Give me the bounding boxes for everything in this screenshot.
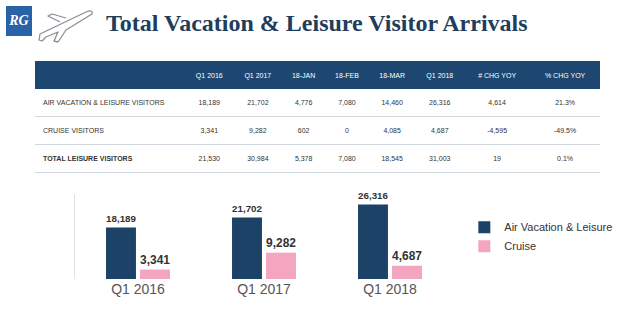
html-text:3,341: 3,341 — [200, 127, 218, 134]
svg-text:Q1 2018: Q1 2018 — [363, 281, 417, 297]
html-text:18-MAR: 18-MAR — [379, 71, 405, 79]
svg-text:3,341: 3,341 — [140, 253, 170, 267]
html-text:26,316: 26,316 — [429, 99, 451, 106]
html-text:18,189: 18,189 — [198, 99, 220, 106]
html-text:7,080: 7,080 — [338, 99, 356, 106]
html-text:21,702: 21,702 — [247, 99, 269, 106]
html-text:4,614: 4,614 — [488, 99, 506, 106]
html-text:# CHG YOY: # CHG YOY — [478, 71, 517, 79]
html-text:RG: RG — [9, 13, 29, 28]
html-text:0.1%: 0.1% — [557, 155, 574, 162]
html-text:CRUISE VISITORS: CRUISE VISITORS — [43, 127, 104, 134]
html-text:602: 602 — [297, 127, 310, 134]
html-text:0: 0 — [345, 127, 349, 134]
html-text:5,378: 5,378 — [294, 155, 313, 162]
html-text:30,984: 30,984 — [247, 155, 269, 162]
svg-text:Q1 2016: Q1 2016 — [111, 281, 165, 297]
html-text:21,530: 21,530 — [198, 155, 220, 162]
html-text:AIR VACATION & LEISURE VISITOR: AIR VACATION & LEISURE VISITORS — [43, 99, 165, 106]
html-text:18-JAN: 18-JAN — [292, 71, 316, 79]
html-text:Q1 2018: Q1 2018 — [426, 71, 454, 79]
html-text:19: 19 — [493, 155, 501, 162]
svg-text:18,189: 18,189 — [106, 213, 136, 224]
html-text:4,776: 4,776 — [294, 99, 313, 106]
html-text:4,085: 4,085 — [383, 127, 401, 134]
html-text:31,003: 31,003 — [429, 155, 451, 162]
html-text:21.3%: 21.3% — [555, 99, 575, 106]
html-text:Q1 2017: Q1 2017 — [244, 71, 272, 79]
svg-text:Cruise: Cruise — [504, 240, 536, 252]
svg-text:4,687: 4,687 — [392, 249, 422, 263]
svg-text:21,702: 21,702 — [232, 203, 262, 214]
html-text:4,687: 4,687 — [431, 127, 449, 134]
html-text:-4,595: -4,595 — [487, 127, 507, 134]
html-text:7,080: 7,080 — [338, 155, 356, 162]
html-text:-49.5%: -49.5% — [554, 127, 577, 134]
html-text:TOTAL LEISURE VISITORS: TOTAL LEISURE VISITORS — [43, 155, 133, 162]
svg-text:9,282: 9,282 — [266, 236, 296, 250]
svg-text:Air Vacation & Leisure: Air Vacation & Leisure — [504, 221, 612, 233]
html-text:9,282: 9,282 — [249, 127, 267, 134]
html-text:18,545: 18,545 — [381, 155, 403, 162]
html-text:% CHG YOY: % CHG YOY — [544, 71, 586, 79]
html-text:18-FEB: 18-FEB — [335, 71, 359, 79]
svg-text:26,316: 26,316 — [358, 190, 388, 201]
svg-text:Q1 2017: Q1 2017 — [237, 281, 291, 297]
html-text:14,460: 14,460 — [381, 99, 403, 106]
html-text:Q1 2016: Q1 2016 — [195, 71, 223, 79]
html-text:Total Vacation & Leisure Visit: Total Vacation & Leisure Visitor Arrival… — [106, 10, 528, 36]
